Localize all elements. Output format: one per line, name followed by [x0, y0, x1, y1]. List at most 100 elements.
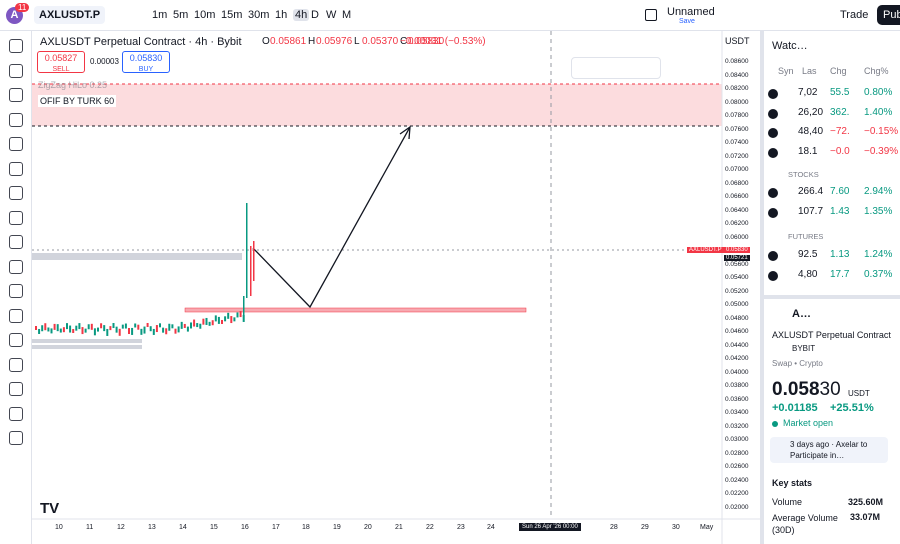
- divider: [764, 295, 900, 299]
- symbol-search[interactable]: AXLUSDT.P: [34, 6, 106, 24]
- interval[interactable]: 1h: [275, 9, 288, 21]
- candle: [53, 323, 56, 330]
- details-change: +0.01185: [772, 402, 818, 414]
- candle: [84, 328, 87, 333]
- price-label: 0.04000: [725, 368, 749, 376]
- tool-icon[interactable]: [9, 382, 23, 396]
- price-label: 0.07200: [725, 152, 749, 160]
- price-label: 0.07000: [725, 166, 749, 173]
- sell-button[interactable]: 0.05827 SELL: [37, 51, 85, 73]
- price-label: 0.04600: [725, 328, 749, 335]
- candle: [253, 241, 255, 281]
- indicator[interactable]: OFIF BY TURK 60: [38, 95, 117, 107]
- layout-name[interactable]: Unnamed: [667, 6, 715, 18]
- currency[interactable]: USDT: [725, 36, 750, 46]
- drawing-toolbar: [0, 31, 32, 544]
- candle: [250, 246, 252, 296]
- last: 18.1: [798, 145, 818, 157]
- date-label: 11: [86, 524, 94, 531]
- arrow-head: [399, 125, 411, 140]
- candle: [196, 323, 199, 328]
- news[interactable]: 3 days ago · Axelar to Participate in…: [770, 437, 888, 463]
- tool-icon[interactable]: [9, 63, 23, 78]
- checkbox[interactable]: [645, 9, 657, 21]
- tool-icon[interactable]: [9, 431, 23, 445]
- price-tag-symbol: AXLUSDT.P: [687, 247, 724, 253]
- ohlc-value: 0.05976: [316, 36, 353, 47]
- top-bar: A 11 AXLUSDT.P 1m 5m 10m 15m 30m 1h 4h D W M Unna…: [0, 0, 900, 31]
- tool-icon[interactable]: [9, 308, 23, 323]
- buy-label: BUY: [138, 66, 154, 73]
- interval[interactable]: 5m: [173, 9, 189, 21]
- price-label: 0.03000: [725, 436, 749, 443]
- candle: [134, 323, 137, 328]
- indicator[interactable]: ZigZag HiLo 0.25: [38, 80, 108, 90]
- candle: [224, 316, 227, 322]
- interval[interactable]: D: [311, 9, 319, 21]
- row-icon: [768, 128, 778, 138]
- interval[interactable]: 4h: [293, 9, 310, 21]
- candle: [165, 328, 168, 335]
- tool-icon[interactable]: [9, 259, 23, 274]
- candle: [81, 327, 84, 335]
- tool-icon[interactable]: [9, 333, 23, 347]
- date-label: 28: [610, 524, 618, 531]
- interval[interactable]: 30m: [248, 9, 270, 21]
- candle: [112, 323, 115, 329]
- publish-button[interactable]: Pub: [877, 5, 900, 25]
- tool-icon[interactable]: [9, 406, 23, 421]
- date-label: 10: [55, 524, 63, 531]
- buy-button[interactable]: 0.05830 BUY: [122, 51, 170, 73]
- candle: [56, 324, 59, 332]
- date-label: 21: [395, 524, 403, 531]
- tool-icon[interactable]: [9, 357, 23, 372]
- chg-pct: 0.37%: [864, 268, 893, 280]
- candle: [106, 328, 109, 336]
- chart-area: [32, 31, 760, 544]
- interval[interactable]: 10m: [194, 9, 216, 21]
- chart-title: AXLUSDT Perpetual Contract · 4h · Bybit: [40, 36, 242, 48]
- price-label: 0.03600: [725, 395, 749, 403]
- price-label: 0.06400: [725, 206, 749, 214]
- chg-pct: 1.40%: [864, 106, 893, 118]
- candle: [78, 323, 81, 330]
- trade-button[interactable]: Trade: [840, 9, 869, 21]
- candle: [47, 327, 50, 332]
- save[interactable]: Save: [679, 18, 695, 25]
- interval[interactable]: 1m: [152, 9, 168, 21]
- interval[interactable]: M: [342, 9, 352, 21]
- right-panel: Watc… Syn Las Chg Chg% 7,02 55.5 0.80% 26,20 362…: [760, 31, 900, 544]
- tool-icon[interactable]: [9, 235, 23, 249]
- details-short: A…: [792, 308, 811, 320]
- last: 92.5: [798, 249, 818, 260]
- date-label: 22: [426, 524, 434, 531]
- tool-icon[interactable]: [9, 284, 23, 298]
- chg: 17.7: [830, 268, 850, 280]
- candle: [159, 323, 161, 328]
- price-label: 0.03200: [725, 422, 749, 430]
- price-label: 0.06600: [725, 193, 749, 200]
- interval[interactable]: W: [326, 9, 337, 21]
- tool-icon[interactable]: [9, 210, 23, 225]
- tool-icon[interactable]: [9, 161, 23, 176]
- tool-icon[interactable]: [9, 186, 23, 200]
- candle: [183, 323, 186, 328]
- tool-icon[interactable]: [9, 112, 23, 127]
- candle: [103, 325, 106, 332]
- tool-icon[interactable]: [9, 88, 23, 102]
- interval[interactable]: 15m: [221, 9, 243, 21]
- candle: [131, 327, 134, 335]
- candle: [143, 326, 146, 334]
- candle: [199, 323, 202, 329]
- chg: 1.43: [830, 206, 850, 217]
- watchlist-title[interactable]: Watc…: [772, 40, 808, 52]
- date-label: 30: [672, 524, 680, 531]
- column-header: Syn: [778, 66, 794, 76]
- tool-icon[interactable]: [9, 39, 23, 53]
- candle: [193, 319, 196, 327]
- candle: [227, 312, 230, 319]
- tool-icon[interactable]: [9, 137, 23, 151]
- column-header: Chg: [830, 66, 847, 76]
- candle: [124, 323, 127, 329]
- candle: [97, 327, 99, 332]
